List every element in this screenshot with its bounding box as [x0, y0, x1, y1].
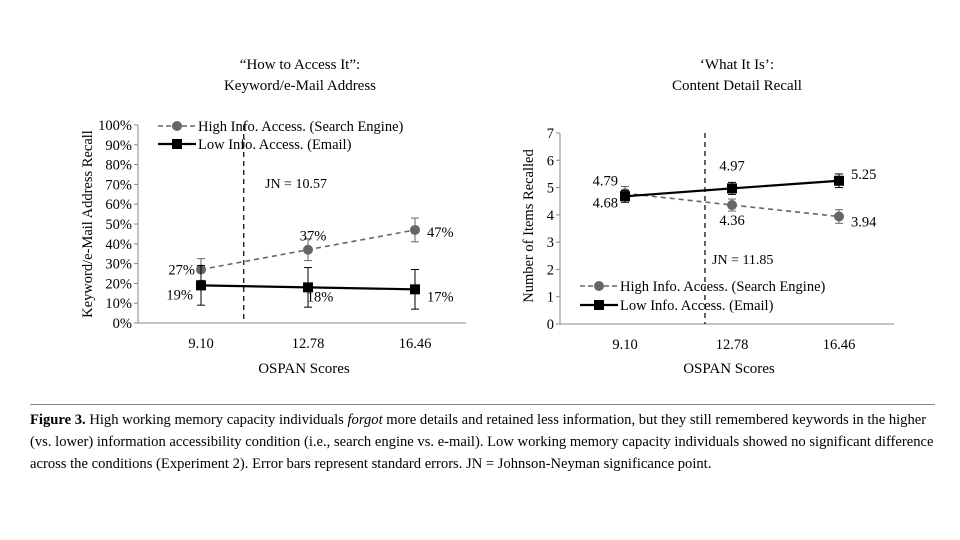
y-tick-label: 1 [547, 290, 554, 306]
data-label: 17% [427, 289, 454, 305]
y-tick-label: 100% [98, 118, 132, 134]
x-tick-label: 16.46 [823, 337, 856, 353]
data-label: 4.36 [719, 213, 744, 229]
chart-title-line1: ‘What It Is’: [700, 57, 774, 73]
caption-label: Figure 3. [30, 412, 86, 428]
data-label: 4.79 [593, 173, 618, 189]
legend-label-1: High Info. Access. (Search Engine) [198, 119, 404, 135]
data-point-circle [303, 244, 313, 255]
y-tick-label: 80% [105, 158, 132, 174]
y-axis-label: Keyword/e-Mail Address Recall [80, 130, 96, 318]
x-axis-label: OSPAN Scores [258, 361, 350, 377]
data-point-circle [727, 200, 737, 211]
data-point-square [196, 280, 206, 291]
legend-label-2: Low Info. Access. (Email) [620, 298, 774, 314]
data-point-square [303, 282, 313, 293]
data-label: 18% [307, 289, 334, 305]
y-tick-label: 6 [547, 153, 554, 169]
y-tick-label: 0% [113, 316, 132, 332]
y-tick-label: 2 [547, 262, 554, 278]
legend-label-1: High Info. Access. (Search Engine) [620, 279, 826, 295]
data-label: 4.68 [593, 195, 618, 211]
y-tick-label: 3 [547, 235, 554, 251]
data-label: 3.94 [851, 214, 877, 230]
y-tick-label: 50% [105, 217, 132, 233]
y-tick-label: 30% [105, 257, 132, 273]
chart-title-line2: Content Detail Recall [672, 78, 802, 94]
data-point-circle [834, 211, 844, 222]
data-point-square [727, 183, 737, 194]
legend-label-2: Low Info. Access. (Email) [198, 137, 352, 153]
y-axis-label: Number of Items Recalled [521, 149, 537, 303]
legend-marker-square [172, 139, 182, 149]
legend-marker-circle [594, 281, 604, 291]
data-point-square [834, 175, 844, 186]
x-tick-label: 16.46 [399, 336, 432, 352]
data-point-square [620, 191, 630, 202]
y-tick-label: 70% [105, 177, 132, 193]
y-tick-label: 10% [105, 296, 132, 312]
y-tick-label: 40% [105, 237, 132, 253]
jn-label: JN = 10.57 [265, 177, 327, 192]
x-tick-label: 9.10 [188, 336, 213, 352]
chart-title-line1: “How to Access It”: [240, 57, 360, 73]
x-tick-label: 12.78 [292, 336, 325, 352]
data-label: 37% [300, 229, 327, 245]
jn-label: JN = 11.85 [712, 253, 773, 268]
legend-marker-square [594, 300, 604, 310]
legend-marker-circle [172, 121, 182, 131]
data-label: 27% [168, 263, 195, 279]
x-tick-label: 9.10 [612, 337, 637, 353]
caption-emphasis: forgot [347, 412, 383, 428]
x-tick-label: 12.78 [716, 337, 749, 353]
y-tick-label: 20% [105, 276, 132, 292]
y-tick-label: 7 [547, 126, 554, 142]
y-tick-label: 60% [105, 197, 132, 213]
caption-text-2: more details and retained less informati… [30, 412, 934, 472]
data-label: 19% [166, 287, 193, 303]
caption-text-1: High working memory capacity individuals [85, 412, 348, 428]
y-tick-label: 0 [547, 317, 554, 333]
data-label: 4.97 [719, 158, 744, 174]
x-axis-label: OSPAN Scores [683, 361, 775, 377]
chart-right-recall-content: ‘What It Is’: Content Detail Recall 0 1 2 3 4 5… [521, 57, 894, 377]
y-tick-label: 90% [105, 138, 132, 154]
chart-left-recall-keyword: “How to Access It”: Keyword/e-Mail Addres… [80, 57, 466, 377]
y-tick-label: 5 [547, 181, 554, 197]
chart-title-line2: Keyword/e-Mail Address [224, 78, 376, 94]
data-point-square [410, 284, 420, 295]
figure-caption: Figure 3. High working memory capacity i… [30, 404, 935, 475]
data-label: 47% [427, 225, 454, 241]
y-tick-label: 4 [547, 208, 555, 224]
data-label: 5.25 [851, 167, 876, 183]
data-point-circle [410, 224, 420, 235]
